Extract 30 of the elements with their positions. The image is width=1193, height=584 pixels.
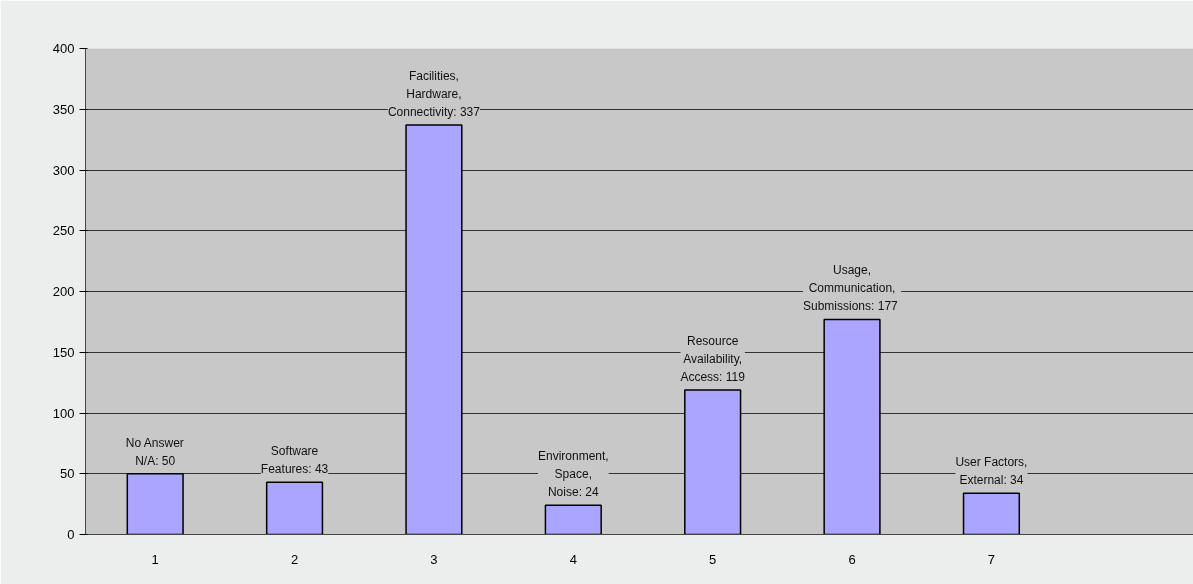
- y-tick-label: 150: [52, 344, 75, 360]
- bar: [962, 492, 1021, 535]
- x-tick-label: 7: [987, 551, 996, 567]
- bar: [684, 389, 742, 535]
- x-tick-label: 2: [290, 551, 299, 567]
- bar: [405, 124, 463, 535]
- data-label: Usage, Communication, Submissions: 177: [803, 263, 899, 314]
- bar: [265, 481, 324, 535]
- x-tick-label: 5: [709, 551, 717, 567]
- data-label: Facilities, Hardware, Connectivity: 337: [387, 68, 481, 120]
- y-tick-label: 250: [52, 223, 75, 239]
- bar: [823, 318, 881, 535]
- data-label: Software Features: 43: [260, 444, 329, 477]
- bar: [126, 473, 184, 535]
- x-tick-label: 4: [569, 551, 577, 567]
- y-tick-label: 300: [52, 162, 75, 178]
- data-label: No Answer N/A: 50: [125, 435, 184, 468]
- data-label: Environment, Space, Noise: 24: [537, 448, 609, 500]
- y-tick-label: 200: [52, 284, 75, 299]
- y-tick-label: 50: [60, 466, 75, 482]
- y-tick-label: 100: [52, 405, 75, 421]
- y-tick-label: 0: [67, 527, 75, 542]
- x-tick-label: 6: [848, 551, 856, 567]
- x-tick-label: 1: [151, 551, 159, 567]
- bar: [544, 504, 602, 535]
- data-label: User Factors, External: 34: [955, 454, 1028, 488]
- x-tick-label: 3: [430, 551, 438, 567]
- y-tick-label: 350: [52, 101, 75, 117]
- y-tick-label: 400: [52, 41, 75, 56]
- data-label: Resource Availability, Access: 119: [680, 333, 746, 384]
